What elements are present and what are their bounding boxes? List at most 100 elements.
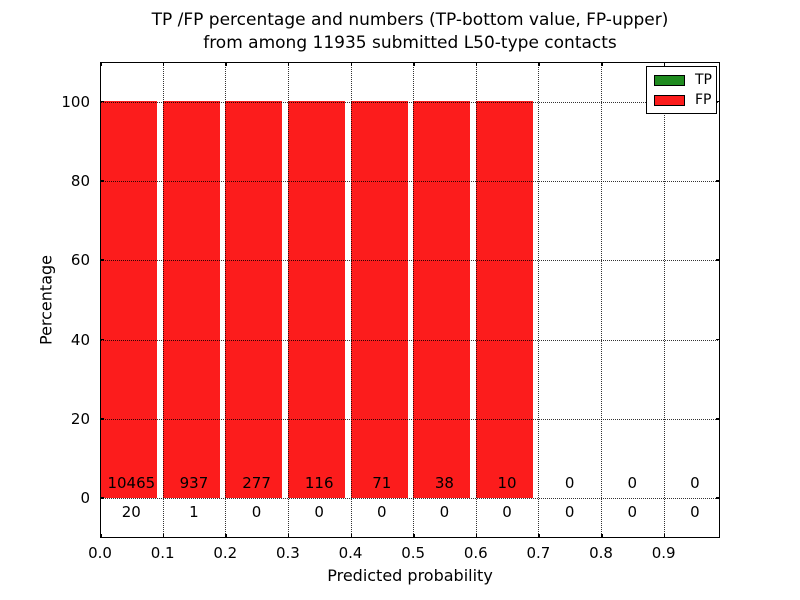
fp-count-label: 10465 [107, 474, 156, 493]
gridline-v [225, 62, 227, 538]
x-tick-label: 0.4 [338, 544, 363, 562]
chart-title: TP /FP percentage and numbers (TP-bottom… [100, 9, 720, 55]
fp-count-label: 0 [564, 474, 575, 493]
y-tick [100, 497, 104, 499]
y-tick-label: 80 [70, 172, 90, 190]
tp-count-label: 0 [690, 503, 700, 522]
gridline-v [663, 62, 665, 538]
tp-count-label: 0 [251, 503, 262, 522]
x-tick-top [162, 62, 165, 66]
y-tick [100, 259, 104, 261]
bar-fp-0.4 [350, 101, 408, 499]
gridline-h [100, 498, 720, 500]
x-tick-label: 0.2 [213, 544, 238, 562]
tp-count-label: 20 [121, 503, 141, 522]
bar-fp-0.3 [287, 101, 345, 499]
fp-swatch-icon [654, 94, 685, 106]
y-tick-label: 100 [61, 92, 90, 111]
x-tick-top [100, 62, 102, 66]
x-tick [162, 534, 165, 538]
tp-count-label: 0 [502, 503, 512, 522]
legend-label-tp: TP [695, 72, 712, 88]
gridline-v [601, 62, 602, 538]
tp-count-label: 0 [439, 503, 450, 522]
x-tick-label: 0.5 [401, 544, 426, 562]
tp-count-label: 0 [314, 503, 324, 522]
x-tick [475, 534, 478, 538]
y-tick-right [716, 497, 720, 499]
x-tick-top [538, 62, 540, 66]
bar-fp-0.1 [162, 101, 220, 499]
tp-count-label: 0 [627, 503, 638, 522]
fp-count-label: 71 [372, 474, 392, 493]
gridline-h [100, 419, 720, 420]
x-tick-label: 0.9 [651, 544, 676, 562]
x-tick-label: 0.8 [589, 544, 613, 562]
x-tick-top [350, 62, 352, 66]
legend-label-fp: FP [695, 92, 712, 108]
gridline-v [538, 62, 540, 538]
y-tick [100, 100, 104, 103]
x-tick-top [601, 62, 603, 66]
gridline-v [350, 62, 352, 538]
x-tick-label: 0.1 [150, 544, 175, 562]
gridline-h [100, 181, 720, 182]
y-tick-label: 20 [70, 410, 90, 428]
x-tick-top [475, 62, 478, 66]
y-tick-label: 40 [70, 330, 90, 349]
x-tick-label: 0.0 [88, 544, 112, 562]
bar-fp-0.5 [413, 101, 471, 499]
fp-count-label: 937 [179, 474, 209, 493]
x-tick [413, 534, 415, 538]
gridline-h [100, 339, 720, 341]
tp-count-label: 1 [189, 503, 199, 522]
gridline-v [287, 62, 289, 538]
x-tick [663, 534, 666, 538]
x-tick-label: 0.7 [526, 544, 551, 562]
x-tick-top [225, 62, 227, 66]
y-tick-label: 0 [80, 489, 90, 508]
fp-count-label: 0 [627, 474, 638, 493]
x-tick [350, 534, 352, 538]
fp-count-label: 277 [242, 474, 271, 493]
y-tick-right [716, 338, 720, 341]
x-tick [538, 534, 540, 538]
legend: TP FP [646, 66, 717, 114]
bar-fp-0.0 [100, 101, 157, 499]
y-tick-label: 60 [70, 251, 90, 270]
y-tick [100, 338, 104, 341]
x-tick [100, 534, 102, 538]
plot-area: 10465 20 937 1 277 0 116 0 71 0 38 0 10 0 0 0 0 0 0 0 [100, 62, 720, 538]
y-tick [100, 180, 104, 182]
y-tick-right [716, 259, 720, 261]
x-tick [225, 534, 227, 538]
x-tick-top [413, 62, 415, 66]
x-axis-label: Predicted probability [327, 566, 493, 585]
y-tick-right [716, 180, 720, 182]
x-tick-top [663, 62, 666, 66]
y-tick-right [716, 100, 720, 103]
fp-count-label: 10 [497, 474, 517, 493]
x-tick-label: 0.6 [463, 544, 488, 562]
x-tick-top [287, 62, 290, 66]
bar-fp-0.6 [475, 101, 533, 499]
fp-count-label: 0 [690, 474, 700, 493]
y-tick-right [716, 418, 720, 420]
gridline-v [162, 62, 164, 538]
legend-row-tp: TP [654, 73, 716, 87]
x-tick [601, 534, 603, 538]
gridline-v [413, 62, 415, 538]
bar-fp-0.2 [225, 101, 283, 499]
gridline-h [100, 101, 720, 103]
x-tick-label: 0.3 [275, 544, 300, 562]
tp-count-label: 0 [564, 503, 575, 522]
chart-title-line2: from among 11935 submitted L50-type cont… [203, 33, 617, 53]
x-tick [287, 534, 290, 538]
gridline-h [100, 260, 720, 262]
tp-swatch-icon [654, 74, 685, 86]
gridline-v [475, 62, 477, 538]
fp-count-label: 38 [434, 474, 454, 493]
fp-count-label: 116 [304, 474, 334, 493]
legend-row-fp: FP [654, 93, 716, 107]
